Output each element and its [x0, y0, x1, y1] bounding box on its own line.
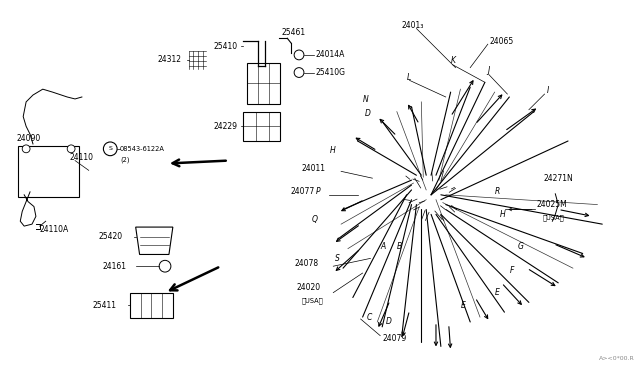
- Polygon shape: [136, 227, 173, 254]
- Text: R: R: [495, 187, 500, 196]
- Text: K: K: [451, 56, 456, 65]
- Bar: [130, 293, 173, 318]
- Text: F: F: [509, 266, 514, 275]
- Text: E: E: [495, 288, 500, 297]
- Text: 24079: 24079: [382, 334, 406, 343]
- Text: I: I: [547, 86, 548, 94]
- Circle shape: [104, 142, 117, 155]
- Text: 24312: 24312: [157, 55, 181, 64]
- Text: 24229: 24229: [214, 122, 238, 131]
- Circle shape: [294, 68, 304, 77]
- Bar: [243, 112, 280, 141]
- Text: P: P: [316, 187, 320, 196]
- Circle shape: [294, 50, 304, 60]
- Circle shape: [67, 145, 75, 153]
- Text: 24090: 24090: [17, 134, 40, 142]
- Bar: [247, 63, 280, 104]
- Text: 〈USA〉: 〈USA〉: [543, 214, 564, 221]
- Text: B: B: [397, 242, 402, 251]
- Text: H: H: [330, 146, 335, 155]
- Text: 24011: 24011: [302, 164, 326, 173]
- Text: H: H: [500, 210, 506, 219]
- Bar: [19, 146, 79, 197]
- Text: S: S: [335, 254, 340, 263]
- Text: 25410: 25410: [214, 42, 238, 51]
- Text: 24025M: 24025M: [537, 200, 568, 209]
- Text: 2401₃: 2401₃: [402, 21, 424, 30]
- Text: 25420: 25420: [99, 232, 123, 241]
- Text: G: G: [517, 242, 523, 251]
- Text: (2): (2): [120, 156, 129, 163]
- Text: J: J: [487, 66, 489, 75]
- Text: 24161: 24161: [102, 262, 127, 271]
- Text: Q: Q: [312, 215, 317, 224]
- Text: N: N: [363, 96, 369, 105]
- Text: L: L: [406, 73, 411, 82]
- Text: 24078: 24078: [294, 259, 318, 268]
- Text: 24110A: 24110A: [40, 225, 69, 234]
- Text: S: S: [108, 146, 112, 151]
- Text: C: C: [367, 312, 372, 321]
- Text: 〈USA〉: 〈USA〉: [302, 297, 324, 304]
- Text: A: A: [380, 242, 385, 251]
- Circle shape: [22, 145, 30, 153]
- Text: 24110: 24110: [69, 153, 93, 162]
- Text: A><0*00.R: A><0*00.R: [599, 356, 635, 361]
- Text: 25410G: 25410G: [316, 68, 346, 77]
- Text: 24014A: 24014A: [316, 51, 345, 60]
- Text: 24065: 24065: [490, 37, 514, 46]
- Text: E: E: [460, 301, 465, 310]
- Text: D: D: [386, 317, 392, 327]
- Text: 24271N: 24271N: [543, 174, 573, 183]
- Text: 24020: 24020: [296, 283, 320, 292]
- Text: D: D: [365, 109, 371, 118]
- Text: 25411: 25411: [93, 301, 116, 310]
- Text: 08543-6122A: 08543-6122A: [120, 146, 165, 152]
- Circle shape: [159, 260, 171, 272]
- Text: 25461: 25461: [282, 28, 305, 37]
- Text: 24077: 24077: [290, 187, 314, 196]
